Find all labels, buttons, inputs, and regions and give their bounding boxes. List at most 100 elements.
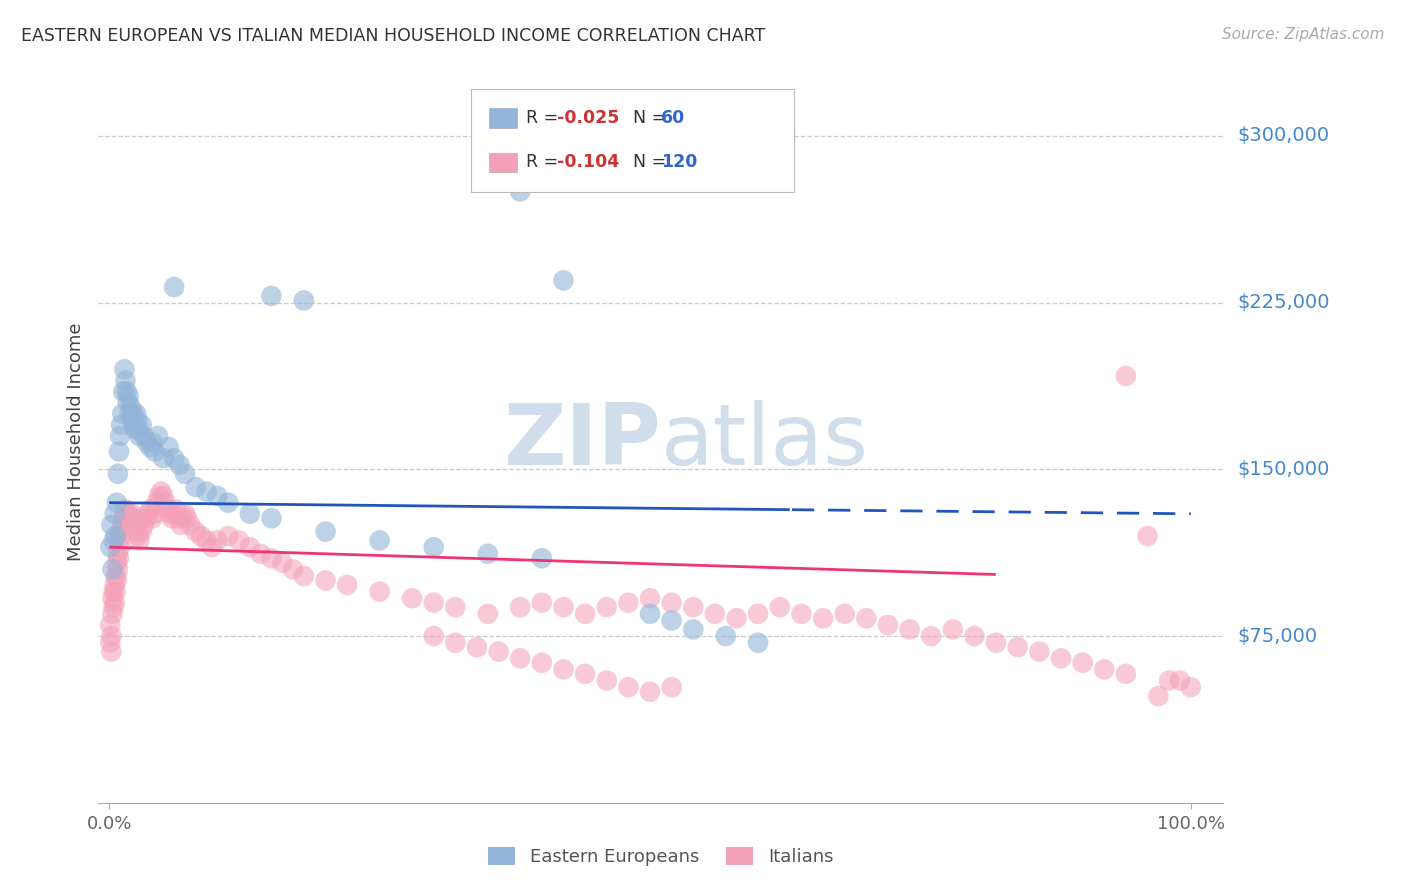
Point — [108, 533, 131, 548]
Point — [159, 507, 181, 521]
Text: $300,000: $300,000 — [1237, 127, 1329, 145]
Point — [530, 596, 553, 610]
Point — [104, 529, 127, 543]
Point — [150, 484, 173, 499]
Point — [195, 484, 218, 499]
Point — [292, 293, 315, 308]
Point — [141, 511, 163, 525]
Text: R =: R = — [526, 109, 564, 127]
Point — [725, 611, 748, 625]
Point — [207, 489, 229, 503]
Point — [124, 511, 146, 525]
Point — [368, 533, 391, 548]
Point — [107, 562, 129, 576]
Point — [195, 533, 218, 548]
Point — [260, 551, 283, 566]
Point — [100, 629, 122, 643]
Text: $75,000: $75,000 — [1237, 626, 1317, 646]
Point — [163, 507, 186, 521]
Text: N =: N = — [633, 109, 672, 127]
Point — [139, 440, 162, 454]
Point — [146, 496, 169, 510]
Point — [122, 517, 145, 532]
Point — [169, 458, 191, 472]
Point — [118, 389, 141, 403]
Point — [127, 524, 149, 539]
Point — [1136, 529, 1159, 543]
Point — [103, 600, 125, 615]
Point — [271, 556, 294, 570]
Point — [477, 607, 499, 621]
Point — [422, 596, 444, 610]
Point — [596, 600, 619, 615]
Point — [617, 680, 640, 694]
Point — [260, 289, 283, 303]
Point — [477, 547, 499, 561]
Point — [898, 623, 921, 637]
Point — [553, 662, 575, 676]
Point — [553, 600, 575, 615]
Point — [135, 511, 157, 525]
Point — [117, 507, 139, 521]
Point — [136, 507, 159, 521]
Point — [596, 673, 619, 688]
Point — [128, 533, 150, 548]
Point — [530, 551, 553, 566]
Point — [112, 511, 135, 525]
Point — [574, 607, 596, 621]
Point — [120, 511, 142, 525]
Point — [638, 591, 661, 606]
Point — [101, 562, 124, 576]
Point — [260, 511, 283, 525]
Point — [108, 524, 131, 539]
Point — [105, 556, 128, 570]
Point — [714, 629, 737, 643]
Point — [112, 507, 135, 521]
Point — [104, 507, 127, 521]
Point — [112, 384, 135, 399]
Point — [122, 407, 145, 421]
Point — [118, 407, 141, 421]
Text: N =: N = — [633, 153, 672, 171]
Point — [1147, 689, 1170, 703]
Text: R =: R = — [526, 153, 564, 171]
Point — [163, 451, 186, 466]
Point — [368, 584, 391, 599]
Point — [682, 623, 704, 637]
Point — [125, 407, 148, 421]
Point — [281, 562, 304, 576]
Point — [811, 611, 834, 625]
Text: EASTERN EUROPEAN VS ITALIAN MEDIAN HOUSEHOLD INCOME CORRELATION CHART: EASTERN EUROPEAN VS ITALIAN MEDIAN HOUSE… — [21, 27, 765, 45]
Point — [217, 496, 239, 510]
Point — [190, 529, 212, 543]
Point — [1050, 651, 1073, 665]
Point — [228, 533, 250, 548]
Point — [101, 607, 124, 621]
Point — [131, 417, 153, 432]
Point — [146, 429, 169, 443]
Point — [156, 502, 179, 516]
Point — [118, 511, 141, 525]
Point — [167, 511, 190, 525]
Point — [207, 533, 229, 548]
Point — [509, 651, 531, 665]
Point — [152, 451, 174, 466]
Point — [239, 507, 262, 521]
Point — [509, 185, 531, 199]
Point — [136, 435, 159, 450]
Point — [122, 417, 145, 432]
Point — [747, 636, 769, 650]
Point — [104, 584, 127, 599]
Text: $225,000: $225,000 — [1237, 293, 1330, 312]
Point — [422, 629, 444, 643]
Point — [163, 280, 186, 294]
Text: -0.104: -0.104 — [557, 153, 619, 171]
Point — [553, 273, 575, 287]
Point — [152, 489, 174, 503]
Point — [98, 540, 121, 554]
Point — [184, 524, 207, 539]
Point — [488, 645, 510, 659]
Point — [920, 629, 942, 643]
Point — [103, 533, 125, 548]
Point — [292, 569, 315, 583]
